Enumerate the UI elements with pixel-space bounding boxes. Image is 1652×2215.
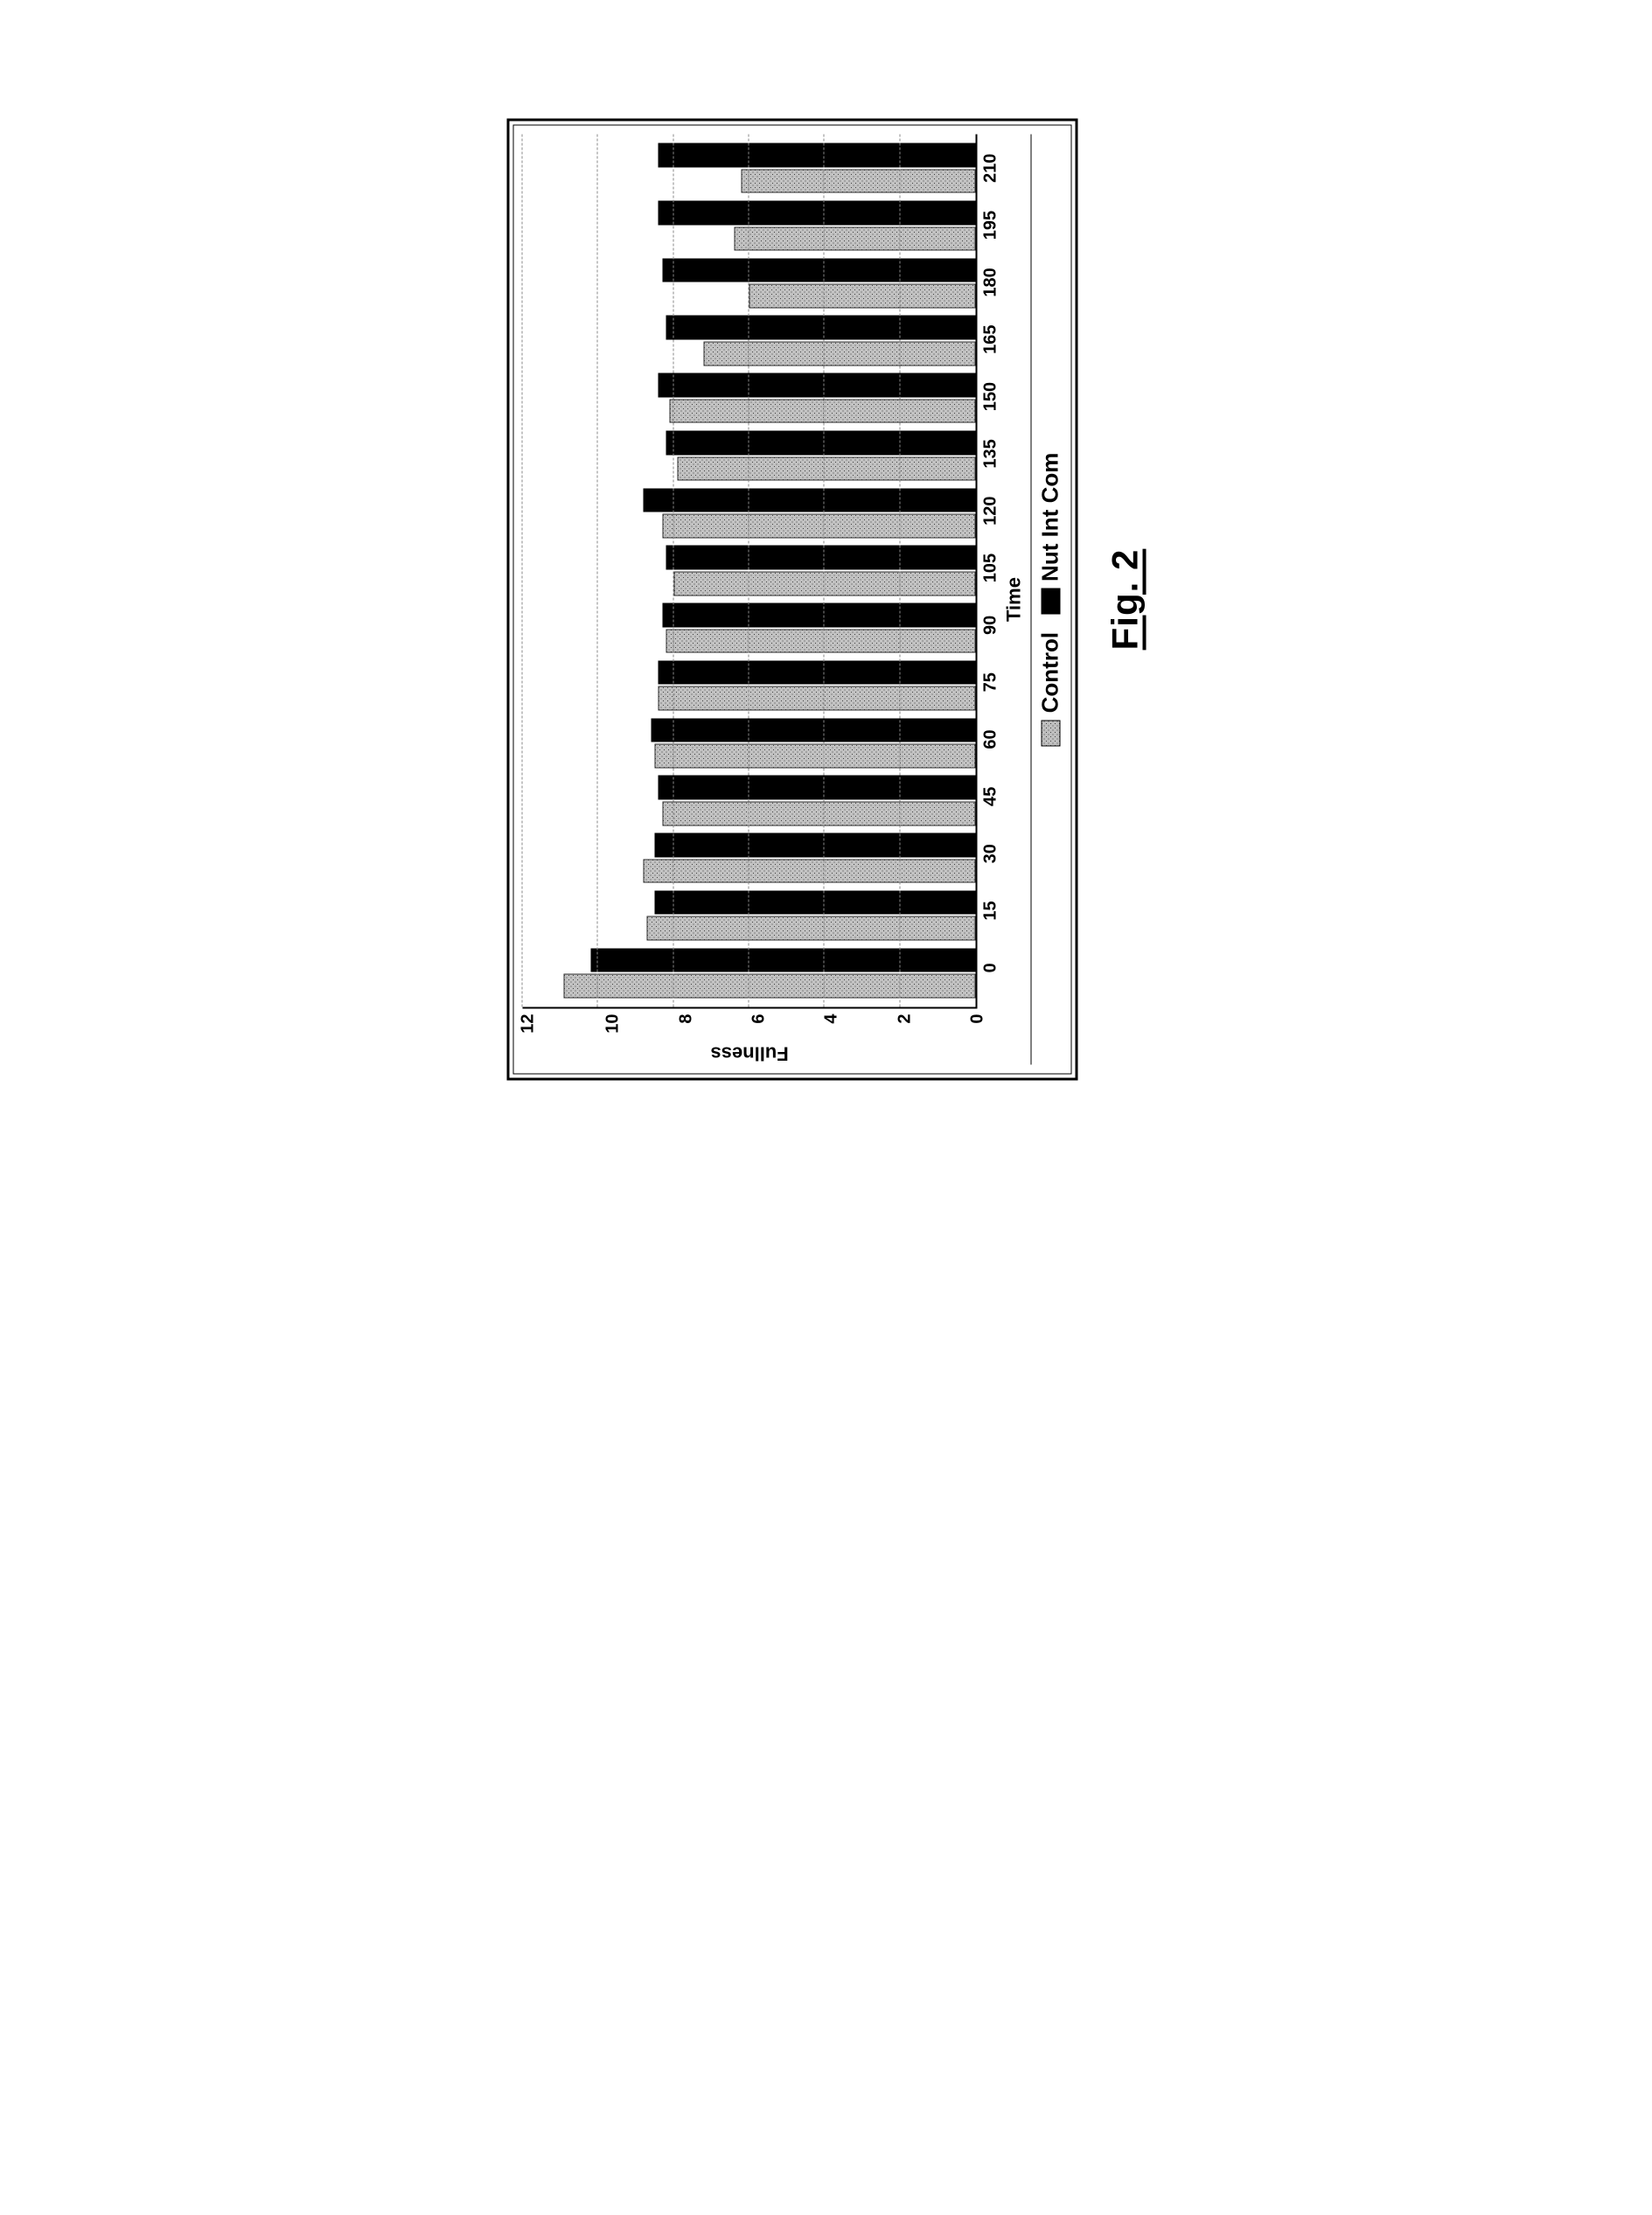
bar-control	[563, 974, 975, 999]
plot-row: Fullness 121086420	[522, 135, 977, 1065]
x-tick: 120	[980, 483, 1000, 540]
y-axis-title: Fullness	[710, 1042, 788, 1065]
bar-nutintcom	[654, 890, 975, 915]
x-tick: 15	[980, 882, 1000, 939]
y-axis-ticks: 121086420	[522, 1009, 977, 1039]
bar-nutintcom	[662, 603, 975, 628]
x-tick: 210	[980, 140, 1000, 197]
bar-control	[749, 284, 975, 309]
legend-label: Nut Int Com	[1036, 453, 1063, 582]
bar-nutintcom	[666, 430, 975, 455]
bar-control	[677, 456, 975, 481]
x-tick: 165	[980, 311, 1000, 368]
gridline	[521, 135, 522, 1007]
x-ticks-row: 0153045607590105120135150165180195210	[977, 135, 1000, 1065]
legend-label: Control	[1036, 632, 1063, 713]
x-tick: 180	[980, 254, 1000, 310]
x-tick: 135	[980, 425, 1000, 482]
y-tick: 4	[822, 1014, 840, 1039]
legend-item: Nut Int Com	[1036, 453, 1063, 615]
gridline	[899, 135, 900, 1007]
bar-nutintcom	[658, 143, 975, 168]
bar-nutintcom	[654, 833, 975, 858]
legend-swatch-control	[1041, 720, 1060, 746]
bar-control	[703, 342, 975, 366]
x-tick: 150	[980, 368, 1000, 425]
gridline	[823, 135, 824, 1007]
figure-caption: Fig. 2	[1104, 119, 1146, 1081]
x-tick: 75	[980, 654, 1000, 711]
x-axis-title: Time	[1002, 135, 1025, 1065]
bar-control	[658, 686, 975, 711]
x-tick: 195	[980, 197, 1000, 254]
y-tick: 0	[968, 1014, 986, 1039]
chart-box: Fullness 121086420 015304560759010512013…	[512, 125, 1071, 1075]
bar-nutintcom	[658, 660, 975, 685]
legend: Control Nut Int Com	[1030, 135, 1070, 1065]
x-tick: 60	[980, 711, 1000, 768]
bar-control	[646, 916, 975, 941]
y-tick: 8	[677, 1014, 694, 1039]
bar-nutintcom	[590, 948, 975, 972]
bar-nutintcom	[658, 201, 975, 226]
y-tick: 2	[896, 1014, 913, 1039]
bar-nutintcom	[666, 316, 975, 340]
y-tick: 10	[603, 1014, 621, 1039]
bar-nutintcom	[643, 488, 975, 512]
y-tick: 12	[519, 1014, 536, 1039]
bar-control	[662, 514, 975, 539]
bar-nutintcom	[662, 258, 975, 282]
rotated-wrapper: Fullness 121086420 015304560759010512013…	[506, 119, 1146, 1081]
x-tick: 45	[980, 768, 1000, 825]
x-tick: 105	[980, 540, 1000, 596]
bar-nutintcom	[651, 718, 975, 742]
y-tick: 6	[749, 1014, 767, 1039]
gridline	[748, 135, 749, 1007]
x-tick: 90	[980, 596, 1000, 653]
legend-swatch-nutintcom	[1041, 589, 1060, 615]
bar-nutintcom	[658, 776, 975, 800]
bar-control	[669, 399, 975, 423]
x-axis-ticks: 0153045607590105120135150165180195210	[977, 135, 1000, 1002]
y-axis: Fullness 121086420	[522, 1009, 977, 1065]
bar-control	[643, 859, 975, 883]
plot-area	[522, 135, 977, 1009]
gridline	[596, 135, 597, 1007]
bar-control	[654, 744, 975, 769]
x-tick: 30	[980, 825, 1000, 882]
chart-outer-frame: Fullness 121086420 015304560759010512013…	[506, 119, 1077, 1081]
bar-control	[734, 226, 975, 251]
bar-control	[666, 629, 975, 653]
x-tick: 0	[980, 939, 1000, 996]
bar-control	[741, 169, 975, 193]
bar-nutintcom	[666, 546, 975, 570]
bar-control	[662, 801, 975, 825]
bar-nutintcom	[658, 373, 975, 398]
legend-item: Control	[1036, 632, 1063, 746]
